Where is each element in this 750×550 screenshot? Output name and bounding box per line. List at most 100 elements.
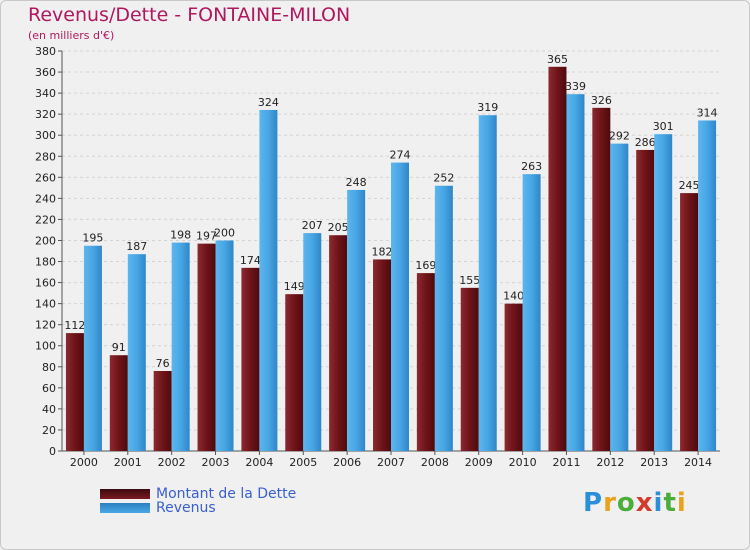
bar-debt xyxy=(373,259,391,451)
bar-debt xyxy=(548,66,567,451)
bar-debt xyxy=(504,303,523,451)
x-tick-label: 2009 xyxy=(465,456,493,469)
data-label-debt: 174 xyxy=(240,254,261,267)
legend-item-debt: Montant de la Dette xyxy=(100,486,297,502)
bar-debt xyxy=(636,149,655,451)
bar-revenue xyxy=(522,174,541,451)
bar-debt xyxy=(680,193,699,451)
y-tick-label: 80 xyxy=(42,361,56,374)
bar-debt xyxy=(241,267,260,451)
data-label-debt: 245 xyxy=(679,179,700,192)
bar-revenue xyxy=(698,120,717,451)
bar-debt xyxy=(197,243,216,451)
proxiti-logo: Proxiti xyxy=(583,488,687,518)
data-label-debt: 365 xyxy=(547,53,568,66)
x-tick-label: 2010 xyxy=(509,456,537,469)
bar-revenue xyxy=(434,185,453,451)
legend-swatch-revenue xyxy=(100,503,150,513)
data-label-debt: 91 xyxy=(112,341,126,354)
y-tick-label: 360 xyxy=(35,66,56,79)
bar-revenue xyxy=(259,109,278,452)
data-label-debt: 76 xyxy=(156,357,170,370)
bar-debt xyxy=(65,333,84,451)
chart-subtitle: (en milliers d'€) xyxy=(28,29,115,42)
bar-revenue xyxy=(215,240,234,451)
x-tick-label: 2012 xyxy=(596,456,624,469)
bar-revenue xyxy=(83,245,102,451)
bar-revenue xyxy=(127,254,146,451)
y-tick-label: 320 xyxy=(35,108,56,121)
x-tick-label: 2004 xyxy=(245,456,273,469)
bar-revenue xyxy=(171,242,190,451)
bar-revenue xyxy=(347,189,366,451)
data-label-revenue: 195 xyxy=(82,232,103,245)
bar-revenue xyxy=(566,94,585,451)
x-tick-label: 2005 xyxy=(289,456,317,469)
x-tick-label: 2003 xyxy=(202,456,230,469)
y-tick-label: 0 xyxy=(49,445,56,458)
data-label-revenue: 324 xyxy=(258,96,279,109)
data-label-debt: 169 xyxy=(415,259,436,272)
y-tick-label: 20 xyxy=(42,424,56,437)
y-tick-label: 100 xyxy=(35,340,56,353)
data-label-debt: 155 xyxy=(459,274,480,287)
data-label-debt: 197 xyxy=(196,230,217,243)
x-tick-label: 2002 xyxy=(158,456,186,469)
bar-debt xyxy=(416,273,435,451)
y-tick-label: 180 xyxy=(35,256,56,269)
x-tick-label: 2000 xyxy=(70,456,98,469)
bar-revenue xyxy=(610,143,629,451)
y-tick-label: 120 xyxy=(35,319,56,332)
y-tick-label: 160 xyxy=(35,277,56,290)
data-label-revenue: 301 xyxy=(653,120,674,133)
bar-debt xyxy=(109,355,128,451)
y-tick-label: 200 xyxy=(35,234,56,247)
data-label-revenue: 198 xyxy=(170,229,191,242)
bar-debt xyxy=(329,235,348,451)
x-tick-label: 2013 xyxy=(640,456,668,469)
data-label-debt: 286 xyxy=(635,136,656,149)
data-label-debt: 182 xyxy=(372,245,393,258)
bar-revenue xyxy=(654,134,673,451)
y-tick-label: 380 xyxy=(35,45,56,58)
data-label-debt: 149 xyxy=(284,280,305,293)
data-label-revenue: 252 xyxy=(433,172,454,185)
bar-revenue xyxy=(303,233,322,451)
bar-revenue xyxy=(391,162,409,451)
y-tick-label: 40 xyxy=(42,403,56,416)
bar-debt xyxy=(153,371,172,451)
data-label-debt: 326 xyxy=(591,94,612,107)
legend-swatch-debt xyxy=(100,489,150,499)
x-tick-label: 2007 xyxy=(377,456,405,469)
data-label-revenue: 274 xyxy=(390,149,411,162)
x-tick-label: 2011 xyxy=(552,456,580,469)
bar-debt xyxy=(285,294,304,451)
data-label-debt: 205 xyxy=(328,221,349,234)
data-label-debt: 112 xyxy=(64,319,85,332)
x-tick-label: 2014 xyxy=(684,456,712,469)
data-label-revenue: 314 xyxy=(697,106,718,119)
data-label-revenue: 200 xyxy=(214,226,235,239)
data-label-debt: 140 xyxy=(503,290,524,303)
data-label-revenue: 339 xyxy=(565,80,586,93)
y-tick-label: 220 xyxy=(35,213,56,226)
y-tick-label: 280 xyxy=(35,150,56,163)
bar-debt xyxy=(460,287,479,451)
y-tick-label: 240 xyxy=(35,192,56,205)
data-label-revenue: 292 xyxy=(609,130,630,143)
data-label-revenue: 207 xyxy=(302,219,323,232)
data-label-revenue: 248 xyxy=(346,176,367,189)
y-tick-label: 300 xyxy=(35,129,56,142)
y-tick-label: 140 xyxy=(35,298,56,311)
x-tick-label: 2006 xyxy=(333,456,361,469)
data-label-revenue: 263 xyxy=(521,160,542,173)
legend-item-revenue: Revenus xyxy=(100,500,216,516)
data-label-revenue: 319 xyxy=(477,101,498,114)
legend-label-debt: Montant de la Dette xyxy=(156,486,297,502)
data-label-revenue: 187 xyxy=(126,240,147,253)
bar-revenue xyxy=(478,115,497,452)
x-tick-label: 2008 xyxy=(421,456,449,469)
x-tick-label: 2001 xyxy=(114,456,142,469)
y-tick-label: 60 xyxy=(42,382,56,395)
